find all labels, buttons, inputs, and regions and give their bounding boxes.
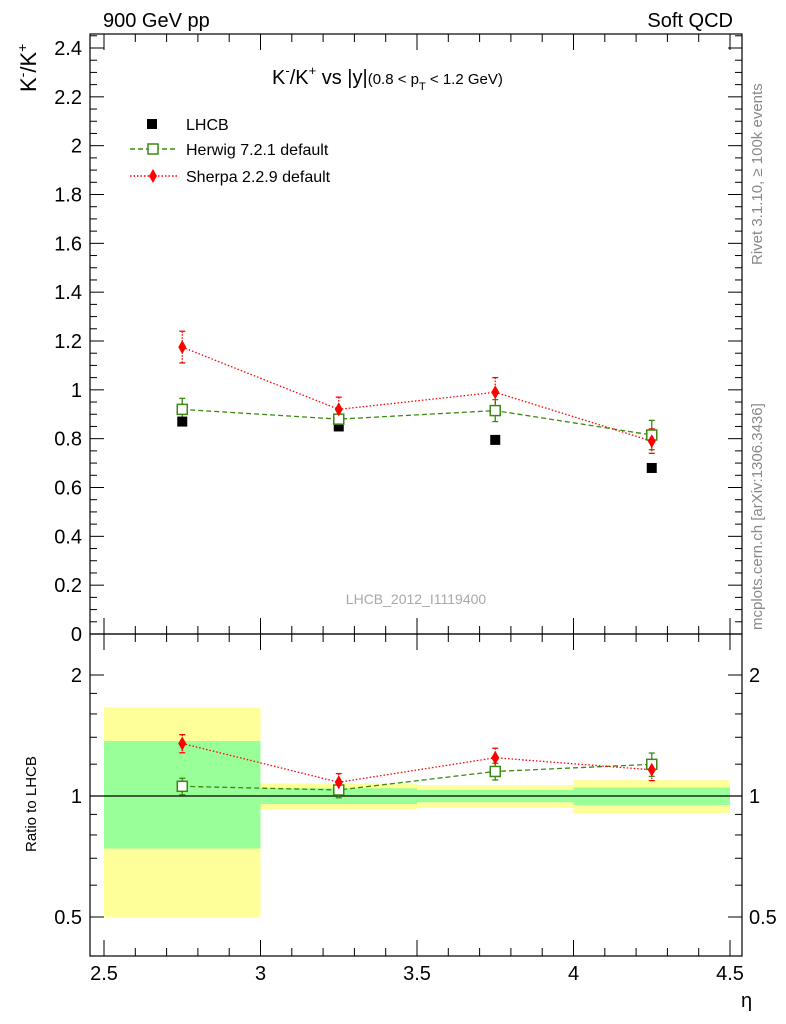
ratio-sherpa-point xyxy=(334,775,343,790)
ratio-ytick-label-right: 0.5 xyxy=(749,907,777,929)
ratio-uncertainty-bands xyxy=(90,707,742,917)
main-ytick-label: 1.2 xyxy=(54,331,82,353)
legend-sherpa-label: Sherpa 2.2.9 default xyxy=(186,169,331,186)
analysis-watermark: LHCB_2012_I1119400 xyxy=(346,591,487,607)
main-ytick-label: 1 xyxy=(71,380,82,402)
ratio-sherpa-point xyxy=(491,750,500,765)
legend-herwig-label: Herwig 7.2.1 default xyxy=(186,142,329,159)
legend-lhcb-marker xyxy=(147,119,157,129)
ratio-axis-ticks: 0.5 0.5 1 1 2 2 2.5 3 3.5 4 4.5 xyxy=(54,634,777,985)
rivet-label: Rivet 3.1.10, ≥ 100k events xyxy=(749,83,766,265)
ratio-ytick-label-right: 2 xyxy=(749,665,760,687)
lhcb-point xyxy=(333,421,344,432)
legend-lhcb-label: LHCB xyxy=(186,117,229,134)
sherpa-point xyxy=(334,402,343,417)
main-ytick-label: 1.8 xyxy=(54,185,82,207)
xtick-label: 4 xyxy=(568,963,579,985)
main-data-marks xyxy=(176,330,658,473)
header-right: Soft QCD xyxy=(647,10,733,32)
main-ytick-label: 0.4 xyxy=(54,526,82,548)
lhcb-point xyxy=(177,416,188,427)
ratio-ytick-label-left: 1 xyxy=(71,786,82,808)
xtick-label: 3 xyxy=(255,963,266,985)
legend-herwig-marker xyxy=(147,143,159,155)
ratio-ytick-label-right: 1 xyxy=(749,786,760,808)
main-ytick-label: 0.2 xyxy=(54,575,82,597)
main-ytick-label: 2.2 xyxy=(54,87,82,109)
sherpa-point xyxy=(491,385,500,400)
main-ytick-label: 0.6 xyxy=(54,478,82,500)
main-ytick-label: 2 xyxy=(71,136,82,158)
ratio-ytick-label-left: 2 xyxy=(71,665,82,687)
ratio-herwig-line xyxy=(182,763,652,791)
sherpa-line xyxy=(182,346,652,442)
main-ytick-label: 0 xyxy=(71,624,82,646)
lhcb-point xyxy=(490,434,501,445)
header-left: 900 GeV pp xyxy=(103,10,210,32)
sherpa-point xyxy=(647,434,656,449)
ratio-panel-frame xyxy=(89,633,743,957)
ratio-sherpa-point xyxy=(647,762,656,777)
main-ytick-label: 2.4 xyxy=(54,38,82,60)
xtick-label: 4.5 xyxy=(716,963,744,985)
main-ytick-label: 1.4 xyxy=(54,282,82,304)
xtick-label: 3.5 xyxy=(403,963,431,985)
lhcb-point xyxy=(646,462,657,473)
herwig-point xyxy=(489,404,501,417)
ratio-ylabel: Ratio to LHCB xyxy=(23,756,40,852)
ratio-herwig-point xyxy=(489,765,501,778)
main-axis-ticks: 0 0.2 0.4 0.6 0.8 1 1.2 1.4 1.6 1.8 2 2.2 2.4 xyxy=(54,34,742,646)
main-ytick-label: 0.8 xyxy=(54,429,82,451)
ratio-sherpa-line xyxy=(182,742,652,783)
main-ylabel: K-/K+ xyxy=(14,44,41,92)
legend: LHCB Herwig 7.2.1 default Sherpa 2.2.9 d… xyxy=(130,117,331,186)
herwig-point xyxy=(176,403,188,416)
ratio-ytick-label-left: 0.5 xyxy=(54,907,82,929)
sherpa-point xyxy=(178,340,187,355)
main-title: K-/K+ vs |y|(0.8 < pT < 1.2 GeV) xyxy=(272,63,503,93)
legend-sherpa-marker xyxy=(149,169,157,183)
ratio-data-marks xyxy=(176,734,658,799)
mcplots-label: mcplots.cern.ch [arXiv:1306.3436] xyxy=(749,403,766,630)
ratio-herwig-point xyxy=(176,780,188,793)
herwig-line xyxy=(182,408,652,436)
main-ytick-label: 1.6 xyxy=(54,233,82,255)
x-axis-label: η xyxy=(741,990,752,1012)
ratio-sherpa-point xyxy=(178,736,187,751)
xtick-label: 2.5 xyxy=(90,963,118,985)
